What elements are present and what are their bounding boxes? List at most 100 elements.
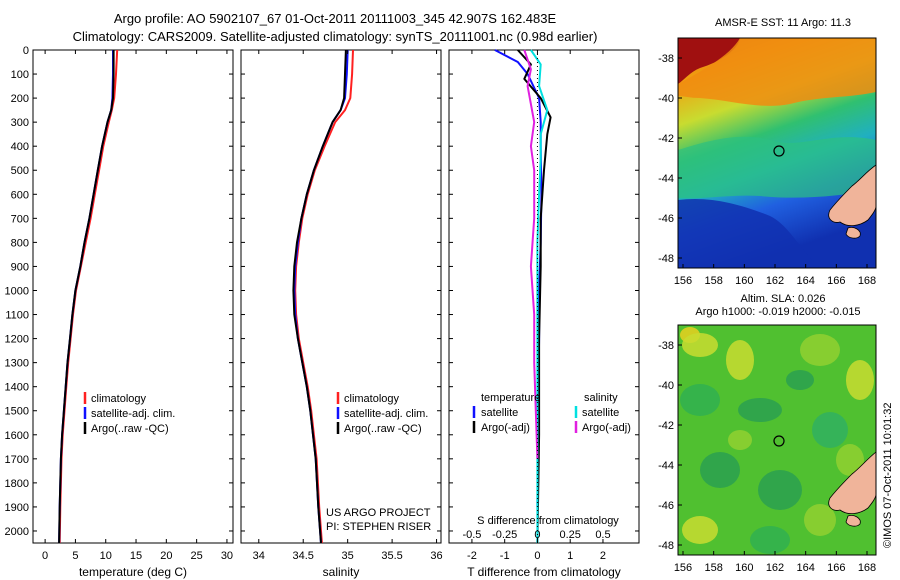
legend-label-climatology: climatology — [344, 393, 400, 405]
sla-anomaly-patch — [682, 516, 718, 544]
depth-tick-label: 1100 — [5, 310, 29, 322]
x-tick-label: 1 — [567, 550, 573, 562]
depth-tick-label: 300 — [11, 117, 29, 129]
salinity-difference-xlabel: S difference from climatology — [477, 515, 619, 527]
map-x-tick-label: 164 — [796, 562, 814, 574]
map-x-tick-label: 166 — [827, 275, 845, 287]
x-tick-label: 15 — [130, 550, 142, 562]
figure-title-line1: Argo profile: AO 5902107_67 01-Oct-2011 … — [114, 11, 557, 26]
series-line-climatology — [58, 49, 119, 544]
depth-tick-label: 800 — [11, 237, 29, 249]
s-diff-tick-label: 0 — [534, 529, 540, 541]
depth-tick-label: 1500 — [5, 406, 29, 418]
x-tick-label: 34.5 — [293, 550, 314, 562]
legend-label-s-argo: Argo(-adj) — [582, 422, 631, 434]
x-tick-label: 2 — [600, 550, 606, 562]
map-y-tick-label: -46 — [658, 500, 674, 512]
temperature-legend: climatology satellite-adj. clim. Argo(..… — [83, 392, 175, 435]
salinity-plot-frame — [240, 49, 442, 544]
depth-tick-label: 400 — [11, 141, 29, 153]
sst-orange-band — [678, 38, 876, 106]
depth-tick-label: 1800 — [5, 478, 29, 490]
s-diff-tick-label: -0.5 — [462, 529, 481, 541]
depth-tick-label: 900 — [11, 261, 29, 273]
sla-anomaly-patch — [846, 360, 874, 400]
map-y-tick-label: -38 — [658, 53, 674, 65]
legend-label-t-satellite: satellite — [481, 407, 518, 419]
s-diff-tick-label: -0.25 — [492, 529, 517, 541]
sst-island — [845, 227, 861, 239]
depth-tick-label: 1400 — [5, 382, 29, 394]
series-line-s-argo — [523, 49, 539, 459]
depth-tick-label: 1600 — [5, 430, 29, 442]
map-y-tick-label: -44 — [658, 173, 674, 185]
map-x-tick-label: 166 — [827, 562, 845, 574]
x-tick-label: 35 — [342, 550, 354, 562]
depth-tick-label: 0 — [23, 45, 29, 57]
salinity-xticks: 34 34.5 35 35.5 36 — [253, 50, 443, 562]
sla-anomaly-patch — [680, 384, 720, 416]
s-diff-tick-label: 0.25 — [559, 529, 580, 541]
sst-argo-position — [773, 145, 785, 157]
imos-timestamp: ©IMOS 07-Oct-2011 10:01:32 — [882, 403, 894, 548]
map-x-tick-label: 162 — [766, 562, 784, 574]
sla-map-subtitle: Argo h1000: -0.019 h2000: -0.015 — [695, 306, 860, 318]
map-y-tick-label: -44 — [658, 460, 674, 472]
map-y-tick-label: -46 — [658, 213, 674, 225]
legend-label-t-argo: Argo(-adj) — [481, 422, 530, 434]
salinity-series — [292, 49, 354, 544]
sla-anomaly-patch — [812, 412, 848, 448]
sst-green-zone — [678, 136, 876, 199]
difference-legend: temperature salinity satellite Argo(-adj… — [472, 392, 631, 434]
x-tick-label: 0 — [534, 550, 540, 562]
sla-anomaly-patch — [836, 444, 864, 476]
map-y-tick-label: -38 — [658, 340, 674, 352]
sla-map — [678, 325, 876, 555]
sst-map — [678, 38, 876, 268]
sla-island — [845, 515, 861, 527]
map-x-tick-label: 158 — [704, 275, 722, 287]
x-tick-label: -1 — [500, 550, 510, 562]
map-x-tick-label: 164 — [796, 275, 814, 287]
map-x-tick-label: 168 — [858, 275, 876, 287]
difference-plot-frame — [448, 49, 640, 544]
legend-label-satellite: satellite-adj. clim. — [91, 408, 175, 420]
pi-credit: PI: STEPHEN RISER — [326, 521, 431, 533]
sst-land — [828, 164, 876, 226]
map-x-tick-label: 160 — [735, 562, 753, 574]
depth-tick-label: 1300 — [5, 358, 29, 370]
legend-title-salinity: salinity — [584, 392, 618, 404]
series-line-t-argo — [517, 49, 552, 544]
sla-anomaly-patch — [800, 334, 840, 366]
sla-anomaly-patch — [700, 452, 740, 488]
x-tick-label: 36 — [430, 550, 442, 562]
depth-axis: 0 100 200 300 400 500 600 700 800 900 1000 1100 1200… — [5, 45, 29, 538]
sst-xticks: 156 158 160 162 164 166 168 — [674, 264, 876, 287]
sla-anomaly-patch — [786, 370, 814, 390]
x-tick-label: 0 — [42, 550, 48, 562]
map-x-tick-label: 156 — [674, 275, 692, 287]
map-x-tick-label: 162 — [766, 275, 784, 287]
project-credit: US ARGO PROJECT — [326, 507, 431, 519]
map-y-tick-label: -48 — [658, 253, 674, 265]
map-x-tick-label: 156 — [674, 562, 692, 574]
map-x-tick-label: 160 — [735, 275, 753, 287]
sla-anomaly-patch — [728, 430, 752, 450]
map-y-tick-label: -48 — [658, 540, 674, 552]
depth-tick-label: 500 — [11, 165, 29, 177]
sla-anomaly-patch — [758, 470, 802, 510]
figure-title-line2: Climatology: CARS2009. Satellite-adjuste… — [73, 29, 598, 44]
temperature-plot-frame — [32, 49, 234, 544]
s-diff-tick-label: 0.5 — [595, 529, 610, 541]
sla-xticks: 156 158 160 162 164 166 168 — [674, 551, 876, 574]
x-tick-label: 34 — [253, 550, 265, 562]
x-tick-label: 25 — [191, 550, 203, 562]
series-line-argo — [292, 49, 347, 544]
temperature-xlabel: temperature (deg C) — [79, 565, 187, 579]
sla-yticks: -38 -40 -42 -44 -46 -48 — [658, 340, 682, 552]
difference-xlabel: T difference from climatology — [467, 565, 621, 579]
sla-map-frame — [677, 324, 877, 556]
series-line-climatology — [294, 49, 354, 544]
sla-anomaly-patch — [750, 526, 790, 554]
